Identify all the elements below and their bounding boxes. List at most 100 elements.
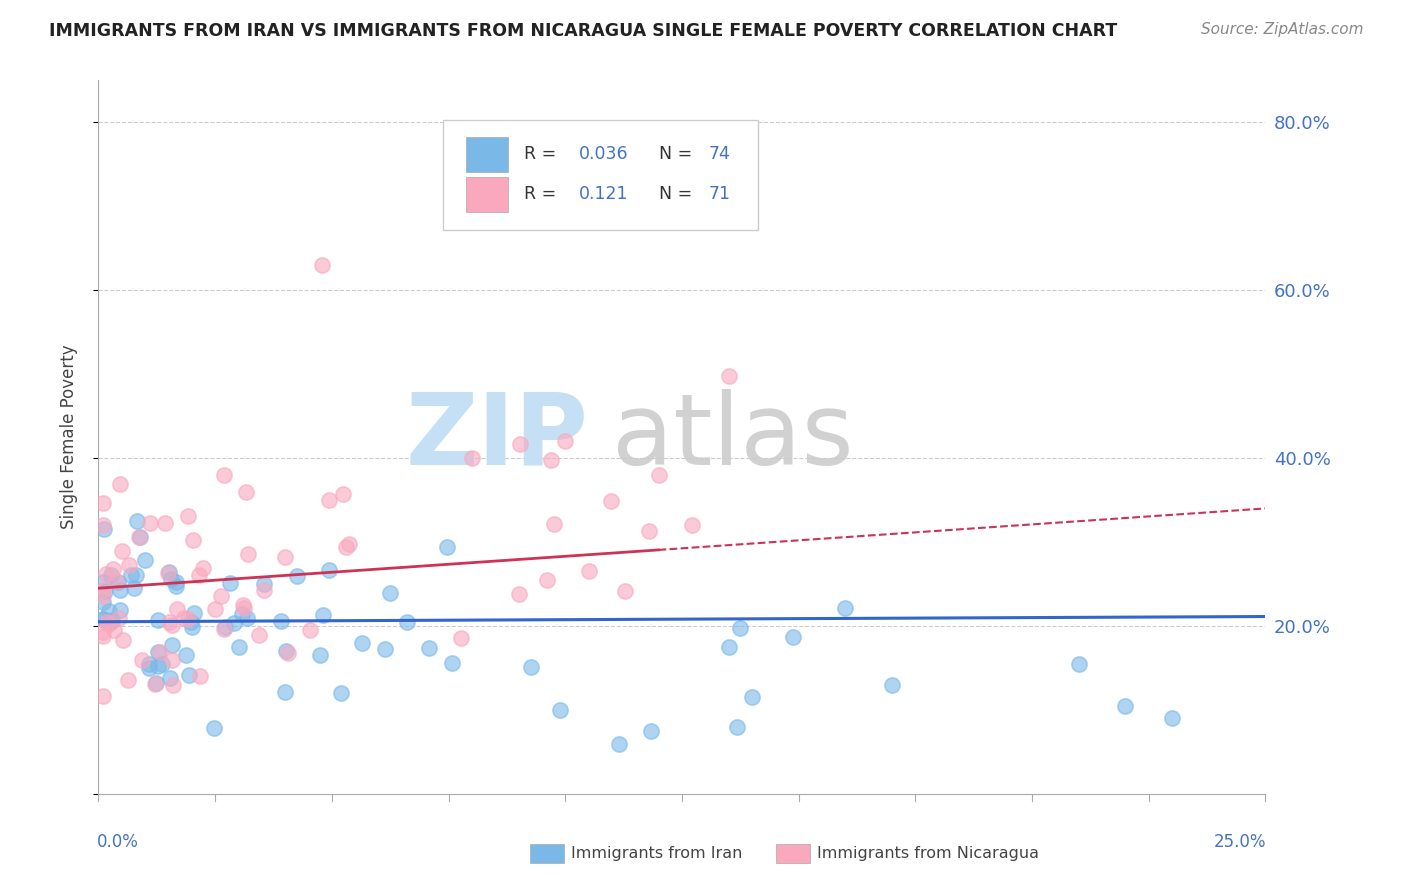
Point (112, 632, 135, 647)
Point (156, 566, 179, 581)
Point (450, 632, 472, 646)
Point (138, 660, 160, 674)
Point (247, 628, 270, 642)
Point (177, 668, 200, 682)
Text: Immigrants from Iran: Immigrants from Iran (571, 847, 742, 861)
Point (607, 737, 630, 751)
Text: 0.036: 0.036 (579, 145, 628, 163)
Point (578, 564, 600, 578)
Point (177, 509, 200, 524)
Point (93, 522, 115, 536)
Point (101, 562, 124, 576)
Point (91, 517, 114, 532)
Point (174, 648, 197, 662)
Point (396, 615, 419, 629)
Text: N =: N = (658, 145, 697, 163)
Text: Immigrants from Nicaragua: Immigrants from Nicaragua (817, 847, 1039, 861)
FancyBboxPatch shape (465, 178, 508, 212)
Point (131, 653, 153, 667)
Point (461, 451, 484, 466)
Point (212, 467, 235, 482)
Point (91, 624, 114, 639)
Point (436, 540, 458, 554)
Point (717, 640, 740, 654)
Point (129, 530, 152, 544)
Point (318, 492, 340, 507)
Point (162, 678, 184, 692)
Point (540, 453, 562, 467)
Point (337, 537, 360, 551)
Point (418, 640, 440, 655)
Text: 74: 74 (709, 145, 731, 163)
Point (91, 612, 114, 626)
Point (782, 630, 804, 644)
Point (91, 575, 114, 590)
Point (270, 615, 292, 629)
Point (309, 648, 332, 663)
Point (329, 686, 352, 700)
FancyBboxPatch shape (443, 120, 758, 230)
Point (97, 604, 120, 618)
Point (209, 589, 232, 603)
Point (212, 622, 235, 636)
Point (105, 574, 128, 588)
Point (173, 611, 195, 625)
Point (332, 487, 354, 501)
Point (183, 606, 205, 620)
Point (159, 671, 181, 685)
Point (312, 608, 335, 623)
Point (228, 640, 250, 654)
Point (108, 610, 131, 624)
Point (728, 621, 751, 635)
Point (231, 607, 253, 621)
Text: IMMIGRANTS FROM IRAN VS IMMIGRANTS FROM NICARAGUA SINGLE FEMALE POVERTY CORRELAT: IMMIGRANTS FROM IRAN VS IMMIGRANTS FROM … (49, 22, 1118, 40)
Point (508, 587, 530, 601)
Point (94, 567, 117, 582)
Point (181, 533, 204, 547)
Point (638, 524, 661, 539)
Point (127, 515, 149, 529)
Point (235, 485, 257, 500)
Point (180, 620, 202, 634)
Point (160, 638, 183, 652)
Point (554, 434, 576, 449)
Point (117, 673, 139, 687)
Point (741, 690, 763, 705)
Point (145, 676, 167, 690)
Point (274, 685, 297, 699)
Point (125, 568, 148, 582)
Text: ZIP: ZIP (406, 389, 589, 485)
Point (681, 517, 703, 532)
Point (108, 603, 131, 617)
Point (97, 617, 120, 632)
Text: R =: R = (524, 145, 562, 163)
Point (233, 601, 256, 615)
Point (98, 615, 121, 630)
Point (118, 558, 141, 572)
Point (180, 615, 202, 630)
Point (160, 572, 183, 586)
Point (548, 703, 571, 717)
Text: 25.0%: 25.0% (1213, 833, 1267, 851)
Point (1067, 657, 1090, 671)
Point (110, 582, 132, 597)
Point (101, 613, 124, 627)
Point (440, 656, 463, 670)
Point (166, 601, 188, 615)
Point (647, 467, 669, 482)
Point (107, 575, 129, 590)
Y-axis label: Single Female Poverty: Single Female Poverty (59, 345, 77, 529)
Point (157, 615, 180, 629)
Point (146, 614, 169, 628)
Point (202, 721, 225, 735)
Point (274, 550, 297, 565)
Point (149, 645, 172, 659)
Point (509, 436, 531, 450)
Text: 0.121: 0.121 (579, 186, 628, 203)
Point (138, 657, 160, 671)
Point (134, 553, 156, 567)
Point (236, 611, 259, 625)
Point (214, 620, 236, 634)
Point (287, 568, 309, 582)
Text: 71: 71 (709, 186, 731, 203)
